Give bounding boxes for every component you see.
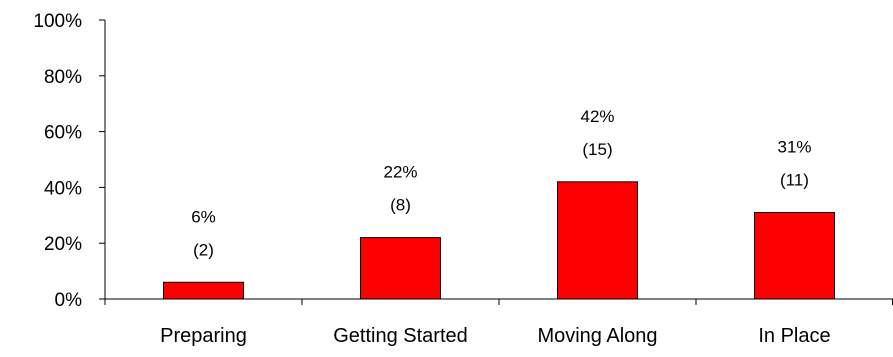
y-tick-label: 100% <box>33 11 82 32</box>
x-axis: Preparing Getting Started Moving Along In P… <box>104 298 893 347</box>
x-category-label: Preparing <box>160 325 247 347</box>
x-category-label: In Place <box>758 325 830 347</box>
x-category-label: Moving Along <box>537 325 657 347</box>
bar-count-label: (15) <box>582 140 612 159</box>
bar-percent-label: 42% <box>580 107 614 126</box>
bar-count-label: (8) <box>390 196 411 215</box>
y-tick-label: 20% <box>44 234 82 255</box>
bar-moving-along <box>557 181 638 300</box>
bar-in-place <box>754 212 835 300</box>
bar-count-label: (2) <box>193 240 214 259</box>
bar-percent-label: 6% <box>191 207 216 226</box>
bar-percent-label: 31% <box>777 138 811 157</box>
y-tick-label: 80% <box>44 67 82 88</box>
y-tick-label: 60% <box>44 123 82 144</box>
data-labels: 6% (2) 22% (8) 42% (15) 31% (11) <box>191 107 811 259</box>
bar-count-label: (11) <box>780 171 809 190</box>
y-tick-label: 40% <box>44 178 82 199</box>
y-axis: 0% 20% 40% 60% 80% 100% <box>33 11 106 311</box>
bar-percent-label: 22% <box>383 163 417 182</box>
x-category-label: Getting Started <box>333 325 468 347</box>
bar-getting-started <box>360 237 441 300</box>
y-tick-label: 0% <box>55 290 83 311</box>
bar-preparing <box>163 281 244 300</box>
bars <box>163 181 835 300</box>
